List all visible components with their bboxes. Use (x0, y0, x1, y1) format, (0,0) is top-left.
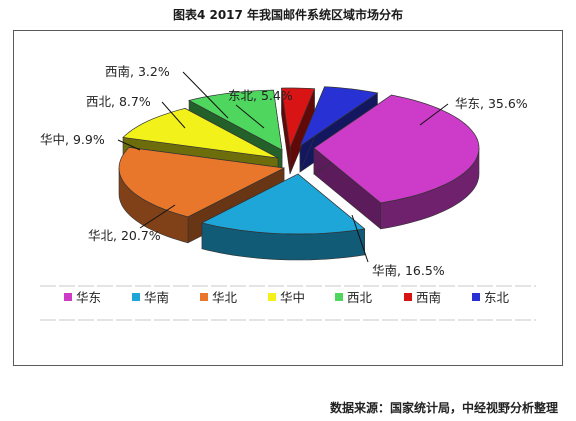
data-label-south: 华南, 16.5% (372, 263, 445, 278)
legend-swatch-southwest (404, 293, 412, 301)
legend-label-north: 华北 (212, 290, 238, 305)
leader-line-northwest (161, 101, 186, 129)
legend-label-northwest: 西北 (347, 290, 373, 305)
pie-slice-south (201, 173, 366, 235)
legend-swatch-central (268, 293, 276, 301)
pie-slice-southwest (281, 87, 316, 150)
pie-slice-central (122, 108, 279, 159)
legend-label-east: 华东 (76, 290, 101, 305)
pie-slice-north (118, 147, 286, 218)
legend-swatch-east (64, 293, 72, 301)
source-note: 数据来源：国家统计局，中经视野分析整理 (329, 401, 558, 415)
leader-line-east (419, 103, 449, 126)
figure-title: 图表4 2017 年我国邮件系统区域市场分布 (172, 8, 404, 22)
legend-swatch-south (132, 293, 140, 301)
legend-label-southwest: 西南 (416, 290, 441, 305)
leader-line-southwest (182, 71, 229, 119)
legend-swatch-north (200, 293, 208, 301)
data-label-southwest: 西南, 3.2% (105, 64, 170, 79)
leader-line-south (351, 214, 369, 263)
legend-label-south: 华南 (144, 290, 169, 305)
pie-slice-east (313, 94, 480, 204)
data-label-northeast: 东北, 5.4% (228, 88, 293, 103)
leader-line-northeast (235, 104, 265, 129)
data-label-north: 华北, 20.7% (88, 228, 161, 243)
pie-slice-northeast (299, 86, 379, 147)
data-label-northwest: 西北, 8.7% (86, 94, 151, 109)
legend-swatch-northwest (335, 293, 343, 301)
leader-line-central (117, 139, 141, 151)
legend-label-central: 华中 (280, 290, 305, 305)
pie-slice-northwest (188, 89, 283, 151)
data-label-east: 华东, 35.6% (455, 96, 528, 111)
legend-label-northeast: 东北 (484, 290, 510, 305)
legend-swatch-northeast (472, 293, 480, 301)
leader-line-north (139, 204, 176, 229)
data-label-central: 华中, 9.9% (40, 132, 105, 147)
